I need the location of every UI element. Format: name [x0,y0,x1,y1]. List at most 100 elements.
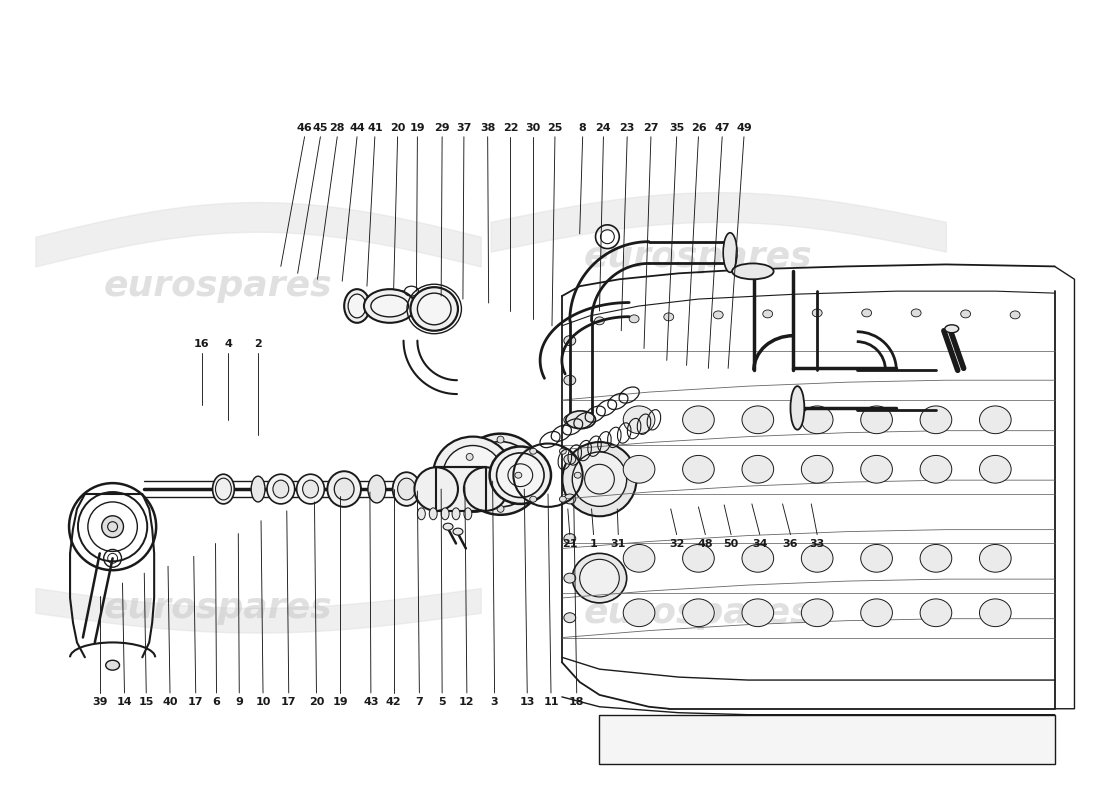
Ellipse shape [443,523,453,530]
Text: 2: 2 [254,338,262,349]
Text: 29: 29 [434,123,450,133]
Ellipse shape [530,496,537,502]
Ellipse shape [348,294,366,318]
Ellipse shape [564,534,575,543]
Text: 38: 38 [480,123,495,133]
Text: 43: 43 [363,697,378,707]
Ellipse shape [802,406,833,434]
Bar [437,467,486,511]
Text: 26: 26 [691,123,706,133]
Text: 47: 47 [714,123,730,133]
Text: 27: 27 [644,123,659,133]
Ellipse shape [364,289,416,323]
Ellipse shape [251,476,265,502]
Text: 25: 25 [548,123,562,133]
Ellipse shape [663,313,673,321]
Ellipse shape [624,599,654,626]
Text: 49: 49 [736,123,751,133]
Ellipse shape [960,310,970,318]
Ellipse shape [515,472,521,478]
Text: 37: 37 [456,123,472,133]
Ellipse shape [564,494,575,504]
Text: 10: 10 [255,697,271,707]
Text: 33: 33 [810,538,825,549]
Ellipse shape [429,508,437,520]
Text: 23: 23 [619,123,635,133]
Ellipse shape [490,446,551,504]
Ellipse shape [860,599,892,626]
Ellipse shape [742,545,773,572]
Ellipse shape [802,455,833,483]
Ellipse shape [212,474,234,504]
Ellipse shape [562,442,637,516]
Ellipse shape [452,508,460,520]
Ellipse shape [564,454,575,464]
Ellipse shape [297,474,324,504]
Text: eurospares: eurospares [104,591,333,625]
Ellipse shape [733,263,773,279]
Text: 14: 14 [117,697,132,707]
Ellipse shape [762,310,772,318]
Ellipse shape [791,386,804,430]
Ellipse shape [497,436,504,443]
Ellipse shape [920,455,951,483]
Ellipse shape [497,506,504,512]
Ellipse shape [443,446,503,503]
Text: 16: 16 [194,338,209,349]
Text: 42: 42 [386,697,402,707]
Text: 9: 9 [235,697,243,707]
Ellipse shape [466,488,473,495]
Text: 13: 13 [519,697,535,707]
Text: 50: 50 [724,538,739,549]
Text: 17: 17 [188,697,204,707]
Ellipse shape [860,545,892,572]
Ellipse shape [802,599,833,626]
Text: 15: 15 [139,697,154,707]
Ellipse shape [334,478,354,500]
Ellipse shape [564,375,575,385]
Text: 22: 22 [503,123,518,133]
Ellipse shape [683,599,714,626]
Ellipse shape [594,317,604,325]
Text: 21: 21 [562,538,578,549]
Ellipse shape [464,508,472,520]
Text: 5: 5 [438,697,446,707]
Text: 6: 6 [212,697,220,707]
Ellipse shape [723,233,737,272]
Text: 12: 12 [459,697,474,707]
Text: 19: 19 [409,123,426,133]
Text: 40: 40 [163,697,178,707]
Text: 34: 34 [752,538,768,549]
Ellipse shape [371,295,408,317]
Text: 20: 20 [389,123,405,133]
Ellipse shape [302,480,318,498]
Text: 20: 20 [309,697,324,707]
Ellipse shape [624,406,654,434]
Ellipse shape [564,613,575,622]
Ellipse shape [560,448,566,454]
Ellipse shape [453,528,463,535]
Ellipse shape [742,599,773,626]
Ellipse shape [564,573,575,583]
Ellipse shape [367,475,386,503]
Ellipse shape [415,467,458,511]
Ellipse shape [1010,311,1020,319]
Ellipse shape [528,488,535,495]
Text: 31: 31 [610,538,626,549]
Ellipse shape [861,309,871,317]
Ellipse shape [491,466,510,483]
Text: 1: 1 [590,538,597,549]
Text: eurospares: eurospares [584,596,813,630]
Ellipse shape [920,599,951,626]
Ellipse shape [860,406,892,434]
Ellipse shape [683,455,714,483]
Ellipse shape [979,455,1011,483]
Ellipse shape [572,554,627,603]
Ellipse shape [393,472,420,506]
Ellipse shape [464,467,507,511]
Text: eurospares: eurospares [584,239,813,274]
Ellipse shape [629,315,639,323]
Ellipse shape [108,522,118,532]
Ellipse shape [572,452,627,506]
Ellipse shape [410,287,458,330]
